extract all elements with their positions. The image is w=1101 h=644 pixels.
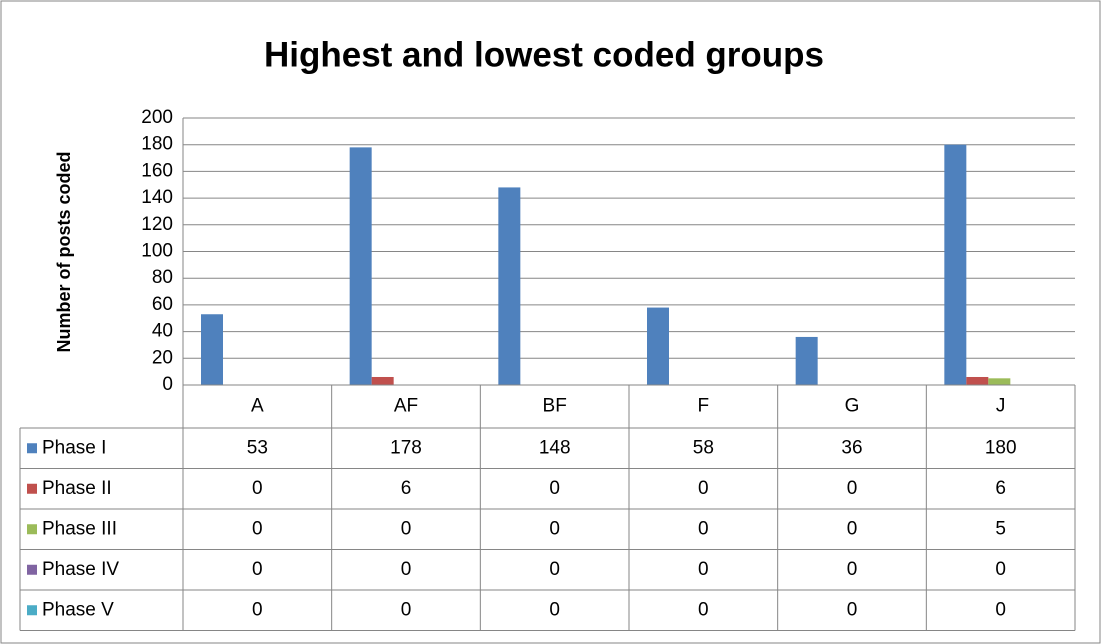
- legend-swatch: [27, 605, 37, 616]
- chart-title: Highest and lowest coded groups: [264, 35, 824, 74]
- y-tick-label: 20: [152, 347, 173, 368]
- legend-label: Phase IV: [42, 559, 119, 580]
- table-cell: 0: [995, 559, 1006, 580]
- table-cell: 0: [847, 559, 858, 580]
- x-tick-label: F: [698, 396, 710, 417]
- y-tick-label: 160: [141, 160, 173, 181]
- x-tick-label: G: [845, 396, 860, 417]
- legend-label: Phase III: [42, 518, 117, 539]
- table-cell: 0: [698, 478, 709, 499]
- table-cell: 148: [539, 437, 571, 458]
- table-cell: 0: [847, 478, 858, 499]
- y-tick-label: 140: [141, 187, 173, 208]
- bar: [988, 378, 1011, 385]
- table-cell: 58: [693, 437, 714, 458]
- table-cell: 180: [985, 437, 1017, 458]
- bar: [498, 187, 521, 385]
- y-axis-label: Number of posts coded: [54, 151, 74, 352]
- table-cell: 0: [549, 518, 560, 539]
- y-tick-label: 100: [141, 241, 173, 262]
- legend-swatch: [27, 483, 37, 494]
- y-tick-label: 200: [141, 107, 173, 128]
- table-cell: 0: [401, 599, 412, 620]
- x-tick-label: BF: [543, 396, 567, 417]
- table-cell: 0: [698, 518, 709, 539]
- y-tick-label: 40: [152, 321, 173, 342]
- bar: [944, 144, 967, 385]
- table-cell: 53: [247, 437, 268, 458]
- legend-swatch: [27, 564, 37, 575]
- y-tick-label: 180: [141, 134, 173, 155]
- table-cell: 0: [549, 478, 560, 499]
- table-cell: 178: [390, 437, 422, 458]
- bar: [647, 307, 669, 385]
- table-cell: 0: [252, 599, 263, 620]
- table-cell: 0: [401, 518, 412, 539]
- y-tick-label: 120: [141, 214, 173, 235]
- x-tick-label: A: [251, 396, 264, 417]
- table-cell: 0: [847, 599, 858, 620]
- table-cell: 0: [252, 478, 263, 499]
- legend-swatch: [27, 443, 37, 454]
- table-cell: 36: [841, 437, 862, 458]
- bar: [795, 336, 818, 385]
- y-tick-label: 0: [162, 374, 173, 395]
- table-cell: 0: [847, 518, 858, 539]
- y-tick-label: 60: [152, 294, 173, 315]
- table-cell: 6: [995, 478, 1006, 499]
- table-cell: 6: [401, 478, 412, 499]
- x-tick-label: J: [996, 396, 1006, 417]
- x-tick-label: AF: [394, 396, 418, 417]
- table-cell: 0: [252, 518, 263, 539]
- table-cell: 0: [698, 559, 709, 580]
- legend-label: Phase I: [42, 437, 106, 458]
- table-cell: 0: [698, 599, 709, 620]
- legend-label: Phase II: [42, 478, 112, 499]
- bar: [371, 376, 394, 385]
- table-cell: 0: [549, 599, 560, 620]
- table-cell: 0: [401, 559, 412, 580]
- table-cell: 5: [995, 518, 1006, 539]
- table-cell: 0: [252, 559, 263, 580]
- table-cell: 0: [995, 599, 1006, 620]
- table-cell: 0: [549, 559, 560, 580]
- bar: [966, 376, 989, 385]
- bar: [349, 147, 372, 385]
- legend-swatch: [27, 524, 37, 535]
- legend-label: Phase V: [42, 599, 114, 620]
- y-tick-label: 80: [152, 267, 173, 288]
- bar: [201, 314, 223, 385]
